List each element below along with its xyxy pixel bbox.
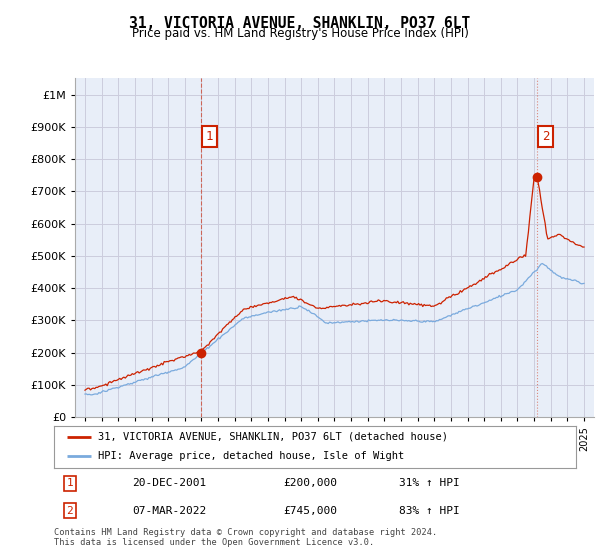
- Text: £745,000: £745,000: [284, 506, 338, 516]
- Text: 20-DEC-2001: 20-DEC-2001: [133, 478, 206, 488]
- Text: 31, VICTORIA AVENUE, SHANKLIN, PO37 6LT: 31, VICTORIA AVENUE, SHANKLIN, PO37 6LT: [130, 16, 470, 31]
- Text: £200,000: £200,000: [284, 478, 338, 488]
- Text: 1: 1: [66, 478, 73, 488]
- Text: Contains HM Land Registry data © Crown copyright and database right 2024.
This d: Contains HM Land Registry data © Crown c…: [54, 528, 437, 548]
- Text: 2: 2: [542, 130, 550, 143]
- Text: 31, VICTORIA AVENUE, SHANKLIN, PO37 6LT (detached house): 31, VICTORIA AVENUE, SHANKLIN, PO37 6LT …: [98, 432, 448, 442]
- Text: 2: 2: [66, 506, 73, 516]
- Text: Price paid vs. HM Land Registry's House Price Index (HPI): Price paid vs. HM Land Registry's House …: [131, 27, 469, 40]
- Text: 07-MAR-2022: 07-MAR-2022: [133, 506, 206, 516]
- Text: 31% ↑ HPI: 31% ↑ HPI: [398, 478, 459, 488]
- Text: 83% ↑ HPI: 83% ↑ HPI: [398, 506, 459, 516]
- Text: 1: 1: [206, 130, 214, 143]
- Text: HPI: Average price, detached house, Isle of Wight: HPI: Average price, detached house, Isle…: [98, 451, 404, 461]
